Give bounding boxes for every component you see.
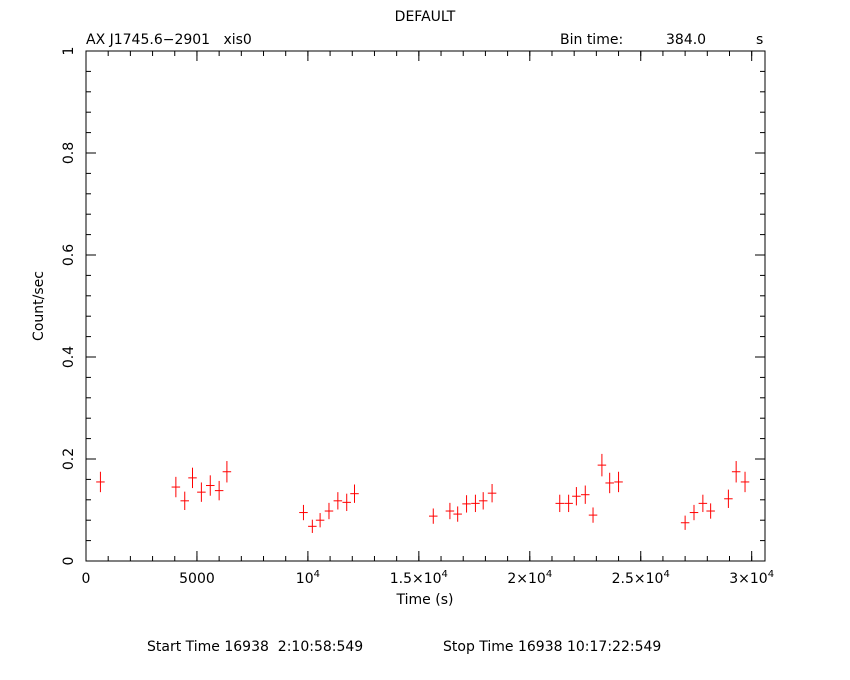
x-tick-label: 2.5×104 (612, 569, 670, 587)
data-point (487, 483, 497, 503)
x-axis-label: Time (s) (396, 592, 454, 608)
data-point (680, 515, 690, 530)
data-point (698, 494, 708, 513)
bin-time-label: Bin time: (560, 32, 623, 48)
y-tick-label: 0.6 (61, 244, 77, 266)
data-point (206, 475, 215, 496)
data-points (96, 453, 750, 533)
y-tick-label: 0.2 (61, 448, 77, 470)
data-point (581, 485, 590, 504)
x-tick-label: 0 (82, 571, 91, 587)
data-point (689, 504, 699, 521)
data-point (188, 467, 197, 489)
data-point (324, 502, 334, 520)
data-point (555, 494, 565, 513)
y-axis-label: Count/sec (31, 271, 47, 341)
data-point (605, 472, 614, 494)
data-point (478, 492, 488, 510)
y-tick-label: 1 (61, 47, 77, 56)
data-point (445, 502, 455, 520)
plot-title: DEFAULT (395, 9, 456, 25)
data-point (299, 504, 308, 521)
data-point (222, 461, 232, 483)
data-point (180, 491, 190, 510)
data-point (731, 461, 741, 483)
data-point (572, 487, 581, 506)
data-point (350, 484, 359, 503)
y-tick-label: 0 (61, 557, 77, 566)
x-tick-label: 104 (296, 569, 320, 587)
data-point (453, 506, 462, 522)
data-point (564, 494, 573, 513)
data-point (462, 495, 471, 513)
start-time-label: Start Time 16938 2:10:58:549 (147, 639, 363, 655)
y-tick-label: 0.8 (61, 142, 77, 164)
bin-time-unit: s (756, 32, 763, 48)
data-point (429, 508, 438, 524)
data-point (597, 453, 607, 477)
data-point (706, 503, 715, 519)
data-point (171, 476, 181, 498)
stop-time-label: Stop Time 16938 10:17:22:549 (443, 639, 661, 655)
data-point (724, 489, 733, 508)
y-tick-label: 0.4 (61, 346, 77, 368)
x-tick-label: 2×104 (507, 569, 552, 587)
x-tick-label: 5000 (179, 571, 215, 587)
plot-frame (85, 50, 766, 562)
data-point (588, 507, 598, 523)
x-tick-label: 1.5×104 (390, 569, 448, 587)
data-point (197, 482, 206, 502)
data-point (342, 493, 351, 512)
axis-ticks: 0 5000 104 1.5×104 2×104 2.5×104 3×104 0 0.2 0.4 0… (61, 47, 774, 587)
x-tick-label: 3×104 (729, 569, 774, 587)
data-point (315, 513, 325, 528)
data-point (471, 494, 480, 513)
data-point (333, 492, 343, 510)
bin-time-value: 384.0 (666, 32, 706, 48)
data-point (740, 471, 750, 493)
data-point (614, 471, 623, 493)
data-point (96, 471, 105, 493)
data-point (214, 480, 224, 501)
source-label: AX J1745.6−2901 xis0 (86, 32, 252, 48)
data-point (308, 519, 317, 533)
